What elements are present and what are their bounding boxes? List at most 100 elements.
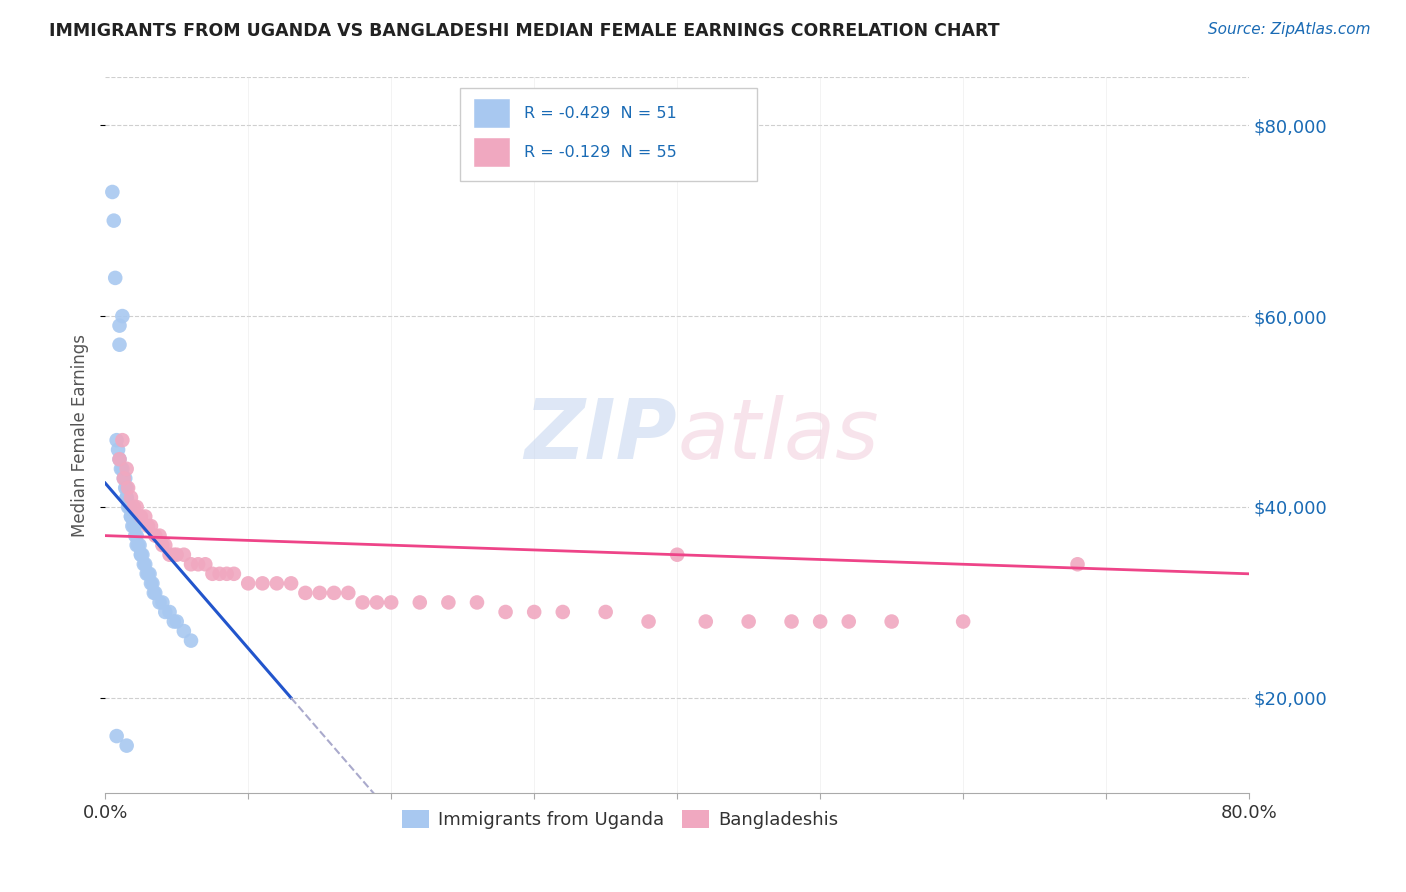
Point <box>695 615 717 629</box>
Point <box>103 213 125 227</box>
Point <box>180 633 202 648</box>
Point <box>337 586 360 600</box>
Text: R = -0.129  N = 55: R = -0.129 N = 55 <box>524 145 676 160</box>
Point <box>124 519 146 533</box>
Point <box>163 548 186 562</box>
Point <box>129 548 152 562</box>
Point <box>208 566 231 581</box>
Point <box>409 595 432 609</box>
Point <box>111 433 134 447</box>
Point <box>122 500 145 514</box>
Point <box>117 481 139 495</box>
Text: ZIP: ZIP <box>524 395 678 476</box>
Point <box>136 519 159 533</box>
Point <box>135 566 157 581</box>
Point <box>115 462 138 476</box>
Point <box>637 615 659 629</box>
Point <box>139 576 162 591</box>
Legend: Immigrants from Uganda, Bangladeshis: Immigrants from Uganda, Bangladeshis <box>396 805 844 834</box>
Point <box>120 509 142 524</box>
Text: Source: ZipAtlas.com: Source: ZipAtlas.com <box>1208 22 1371 37</box>
Point <box>115 481 138 495</box>
Point <box>465 595 488 609</box>
Point <box>201 566 224 581</box>
Point <box>129 509 152 524</box>
Point <box>120 491 142 505</box>
Point <box>323 586 346 600</box>
FancyBboxPatch shape <box>460 88 758 181</box>
Point <box>155 538 177 552</box>
Point <box>187 558 209 572</box>
Point <box>115 491 138 505</box>
Point <box>141 576 163 591</box>
Point <box>952 615 974 629</box>
Point <box>114 481 136 495</box>
Point <box>266 576 288 591</box>
Point <box>111 309 134 323</box>
Text: atlas: atlas <box>678 395 879 476</box>
Point <box>125 528 148 542</box>
Point <box>252 576 274 591</box>
Point <box>111 462 134 476</box>
Point <box>523 605 546 619</box>
Point <box>118 500 141 514</box>
Point <box>1066 558 1088 572</box>
Point <box>880 615 903 629</box>
Point <box>222 566 245 581</box>
Point <box>115 491 138 505</box>
Point <box>737 615 759 629</box>
Point <box>152 595 174 609</box>
Point <box>112 471 135 485</box>
Point <box>380 595 402 609</box>
Point <box>127 538 149 552</box>
Point <box>122 519 145 533</box>
Point <box>117 500 139 514</box>
Point <box>159 548 181 562</box>
Point <box>139 519 162 533</box>
Point <box>780 615 803 629</box>
Point <box>143 528 166 542</box>
Point <box>148 528 170 542</box>
Point <box>105 433 128 447</box>
Point <box>173 548 195 562</box>
Point <box>180 558 202 572</box>
Point <box>294 586 316 600</box>
Point <box>134 509 156 524</box>
Point <box>121 519 143 533</box>
Point <box>101 185 124 199</box>
Point <box>142 586 165 600</box>
Point <box>838 615 860 629</box>
Point <box>136 566 159 581</box>
Point <box>131 548 153 562</box>
Point <box>138 566 160 581</box>
Point <box>152 538 174 552</box>
Point <box>108 337 131 351</box>
Point <box>595 605 617 619</box>
Point <box>495 605 517 619</box>
Text: IMMIGRANTS FROM UGANDA VS BANGLADESHI MEDIAN FEMALE EARNINGS CORRELATION CHART: IMMIGRANTS FROM UGANDA VS BANGLADESHI ME… <box>49 22 1000 40</box>
Point <box>112 471 135 485</box>
Point <box>238 576 260 591</box>
Point <box>115 739 138 753</box>
Point <box>215 566 238 581</box>
Point <box>163 615 186 629</box>
Point <box>125 500 148 514</box>
Point <box>120 509 142 524</box>
Point <box>666 548 689 562</box>
Point <box>108 318 131 333</box>
Point <box>166 615 188 629</box>
Point <box>143 586 166 600</box>
Point <box>110 462 132 476</box>
Point <box>104 271 127 285</box>
Point <box>114 471 136 485</box>
Point <box>125 538 148 552</box>
Point <box>808 615 831 629</box>
Point <box>148 595 170 609</box>
Point <box>105 729 128 743</box>
Point <box>308 586 330 600</box>
Point <box>134 558 156 572</box>
Point <box>280 576 302 591</box>
Bar <box>474 99 510 128</box>
Point <box>437 595 460 609</box>
Point <box>159 605 181 619</box>
